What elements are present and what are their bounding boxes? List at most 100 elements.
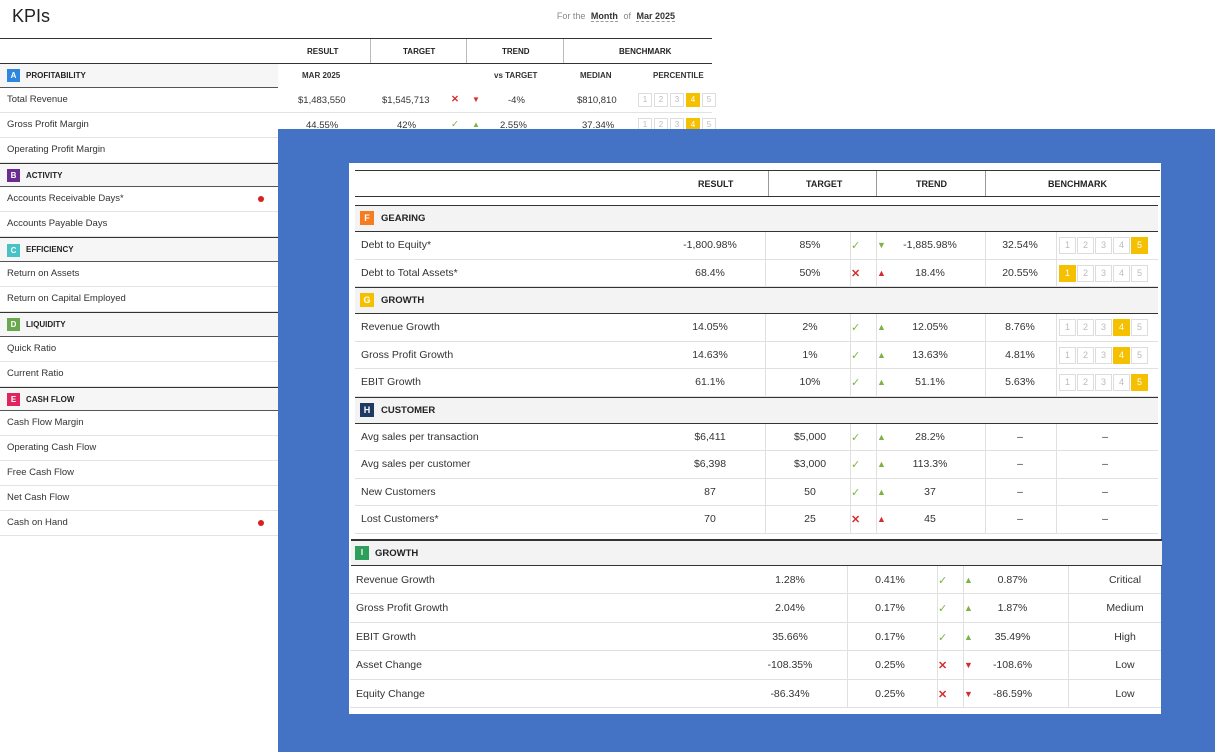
table-row[interactable]: Avg sales per transaction $6,411 $5,000 28.… <box>355 423 1158 451</box>
red-dot-icon <box>258 196 264 203</box>
percentile-box: 4 <box>1113 264 1130 282</box>
kpi-label: Equity Change <box>356 687 425 700</box>
table-row[interactable]: New Customers 87 50 37 – ✓ ▲ – <box>355 478 1158 506</box>
table-row[interactable]: Avg sales per customer $6,398 $3,000 113.3%… <box>355 451 1158 479</box>
result-value: 68.4% <box>695 266 725 279</box>
check-icon: ✓ <box>938 631 948 644</box>
percentile-box: 4 <box>1113 374 1130 391</box>
percentile-box: 1 <box>1059 319 1076 336</box>
section-header: I GROWTH <box>351 538 1162 566</box>
kpi-label: EBIT Growth <box>356 630 416 643</box>
cross-icon: ✕ <box>451 94 459 105</box>
trend-value: 0.87% <box>997 573 1028 586</box>
table-row[interactable]: Revenue Growth 1.28% 0.41% 0.87% Critical ✓ ▲ <box>350 565 1161 595</box>
kpi-row[interactable]: Operating Profit Margin <box>0 138 278 163</box>
page-title: KPIs <box>12 6 51 26</box>
table-row[interactable]: Gross Profit Growth 2.04% 0.17% 1.87% Medium… <box>350 594 1161 623</box>
table-row[interactable]: Gross Profit Growth 14.63% 1% 13.63% 4.81% ✓ ▲… <box>355 341 1158 369</box>
trend-value: 12.05% <box>912 321 948 333</box>
percentile-value: – <box>1102 513 1108 525</box>
cross-icon: ✕ <box>851 514 861 526</box>
percentile-box: 3 <box>1095 264 1112 282</box>
col-benchmark: BENCHMARK <box>1048 179 1107 189</box>
percentile-box: 5 <box>1131 319 1148 336</box>
kpi-label: Debt to Total Assets* <box>361 266 458 279</box>
kpi-row[interactable]: Gross Profit Margin <box>0 113 278 138</box>
table-row[interactable]: Lost Customers* 70 25 45 – ✕ ▲ – <box>355 506 1158 534</box>
section-badge: A <box>7 69 20 83</box>
cross-icon: ✕ <box>938 660 948 673</box>
col-trend: TREND <box>502 47 530 56</box>
table-row[interactable]: Debt to Total Assets* 68.4% 50% 18.4% 20.55%… <box>355 259 1158 287</box>
percentile-value: – <box>1102 430 1108 443</box>
section-badge: H <box>360 402 374 417</box>
percentile-box: 2 <box>1077 374 1094 391</box>
kpi-row[interactable]: Total Revenue <box>0 88 278 113</box>
percentile-box: 5 <box>1131 264 1148 282</box>
kpi-row[interactable]: Current Ratio <box>0 362 278 387</box>
section-badge: I <box>355 545 369 560</box>
section-title: ACTIVITY <box>26 170 63 180</box>
triangle-up-icon: ▲ <box>877 267 886 278</box>
section-title: EFFICIENCY <box>26 245 74 255</box>
triangle-down-icon: ▼ <box>877 240 886 250</box>
median-value: – <box>1017 513 1023 525</box>
percentile-box: 1 <box>1059 346 1076 364</box>
kpi-label: Gross Profit Growth <box>361 348 454 361</box>
kpi-detail: MAR 2025 vs TARGET MEDIAN PERCENTILE $1,… <box>278 63 716 138</box>
check-icon: ✓ <box>938 574 948 587</box>
kpi-row[interactable]: Free Cash Flow <box>0 461 278 487</box>
result-value: 14.05% <box>692 321 728 333</box>
median-value: 8.76% <box>1005 321 1035 333</box>
table-row[interactable]: Debt to Equity* -1,800.98% 85% -1,885.98% 32… <box>355 232 1158 260</box>
section-badge: D <box>7 318 20 332</box>
page-header: KPIs For the Month of Mar 2025 <box>0 0 712 32</box>
check-icon: ✓ <box>851 377 861 389</box>
card-column-header: RESULT TARGET TREND BENCHMARK <box>355 170 1160 197</box>
section-header: B ACTIVITY <box>0 162 278 188</box>
median-value: 20.55% <box>1002 266 1038 279</box>
percentile-box: 5 <box>1131 346 1148 364</box>
kpi-row[interactable]: Return on Capital Employed <box>0 287 278 312</box>
percentile-box: 5 <box>1131 374 1148 391</box>
period-value-dropdown[interactable]: Mar 2025 <box>636 11 675 22</box>
triangle-up-icon: ▲ <box>964 574 973 585</box>
col-result: RESULT <box>698 179 734 189</box>
kpi-label: Revenue Growth <box>356 573 435 586</box>
check-icon: ✓ <box>851 349 861 362</box>
kpi-label: Cash on Hand <box>7 517 68 529</box>
kpi-row[interactable]: Accounts Payable Days <box>0 212 278 238</box>
period-unit-dropdown[interactable]: Month <box>590 11 618 22</box>
kpi-label: Gross Profit Margin <box>7 118 89 130</box>
table-row[interactable]: Revenue Growth 14.05% 2% 12.05% 8.76% ✓ ▲ 1 2 3 4 5 <box>355 314 1158 342</box>
percentile-value: – <box>1102 485 1108 498</box>
check-icon: ✓ <box>851 431 861 444</box>
percentile-box: 1 <box>1059 374 1076 391</box>
result-value: 35.66% <box>772 630 808 643</box>
check-icon: ✓ <box>451 119 459 130</box>
kpi-label: Gross Profit Growth <box>356 602 449 615</box>
trend-value: -1,885.98% <box>903 239 957 251</box>
percentile-box: 4 <box>1113 346 1130 364</box>
table-row[interactable]: Equity Change -86.34% 0.25% -86.59% Low ✕ ▼ <box>350 679 1161 709</box>
kpi-row[interactable]: Net Cash Flow <box>0 486 278 512</box>
kpi-row[interactable]: Return on Assets <box>0 262 278 288</box>
kpi-row[interactable]: Accounts Receivable Days* <box>0 187 278 213</box>
priority-value: Medium <box>1106 602 1144 615</box>
sub-vs-target: vs TARGET <box>494 71 538 80</box>
kpi-row[interactable]: Operating Cash Flow <box>0 436 278 462</box>
kpi-row[interactable]: Quick Ratio <box>0 337 278 362</box>
table-row[interactable]: EBIT Growth 35.66% 0.17% 35.49% High ✓ ▲ <box>350 622 1161 652</box>
triangle-up-icon: ▲ <box>877 431 886 442</box>
table-row[interactable]: Asset Change -108.35% 0.25% -108.6% Low ✕ ▼ <box>350 651 1161 680</box>
target-value: 2% <box>802 321 818 333</box>
kpi-row[interactable]: Cash Flow Margin <box>0 411 278 437</box>
kpi-label: Lost Customers* <box>361 513 439 525</box>
trend-value: 37 <box>924 485 936 498</box>
section-title: GEARING <box>381 213 426 224</box>
table-row[interactable]: EBIT Growth 61.1% 10% 51.1% 5.63% ✓ ▲ 1 2 3 4 5 <box>355 369 1158 397</box>
kpi-row[interactable]: Cash on Hand <box>0 511 278 536</box>
